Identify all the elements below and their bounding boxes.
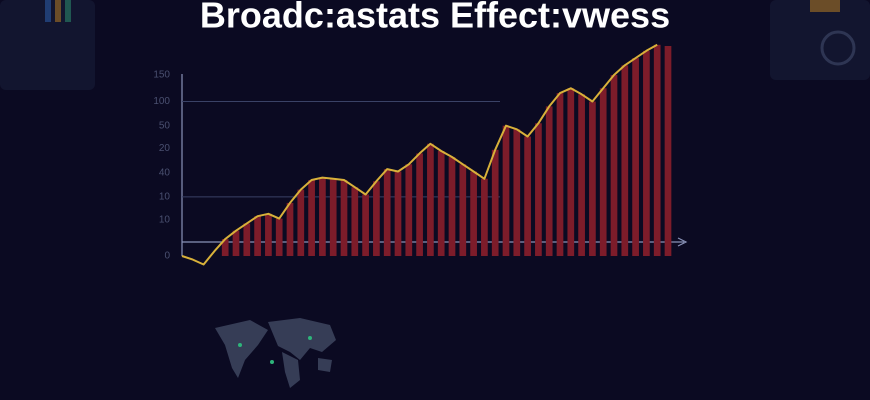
y-tick-label: 40 (159, 167, 171, 178)
bar (308, 179, 315, 257)
bar (502, 125, 510, 257)
bar (513, 129, 521, 257)
bar (470, 171, 477, 257)
bar (340, 179, 348, 257)
bar (373, 181, 380, 257)
bar (351, 187, 359, 257)
bar (589, 101, 596, 257)
bar (524, 136, 531, 257)
bar (243, 223, 251, 257)
y-tick-label: 100 (153, 96, 170, 107)
chart-title: Broadc:astats Effect:vwess (200, 0, 670, 36)
bar (599, 88, 607, 257)
world-map (215, 318, 336, 388)
bar (653, 44, 661, 257)
bar (437, 151, 445, 257)
bar (362, 194, 369, 257)
y-tick-label: 50 (159, 120, 171, 131)
bar (448, 157, 456, 257)
bar (221, 239, 229, 257)
bar (286, 202, 294, 257)
bar (664, 46, 672, 257)
bar (491, 149, 499, 257)
bar (578, 94, 585, 257)
y-tick-label: 10 (159, 214, 171, 225)
y-tick-label: 0 (164, 251, 170, 262)
bar (481, 178, 488, 257)
dashboard-decoration (0, 0, 870, 90)
bar (383, 169, 391, 257)
bar (275, 218, 283, 257)
y-tick-label: 10 (159, 192, 171, 203)
bar (297, 189, 305, 257)
bar (632, 58, 639, 257)
bar (567, 88, 575, 257)
line (181, 43, 658, 266)
bar (254, 216, 261, 257)
y-tick-label: 20 (159, 143, 171, 154)
x-axis-arrow (677, 237, 688, 247)
bar (405, 164, 413, 257)
bar (319, 177, 326, 257)
bar (427, 143, 434, 257)
bar (265, 213, 272, 257)
bar (621, 65, 629, 257)
bar (535, 123, 542, 257)
bar (459, 164, 467, 257)
bar (556, 93, 564, 257)
bar (416, 153, 423, 257)
bar (545, 106, 553, 257)
bar (232, 230, 240, 257)
bar (610, 74, 618, 257)
bar (394, 171, 402, 257)
y-tick-label: 150 (153, 70, 170, 81)
bar (329, 178, 337, 257)
bar (643, 50, 650, 257)
